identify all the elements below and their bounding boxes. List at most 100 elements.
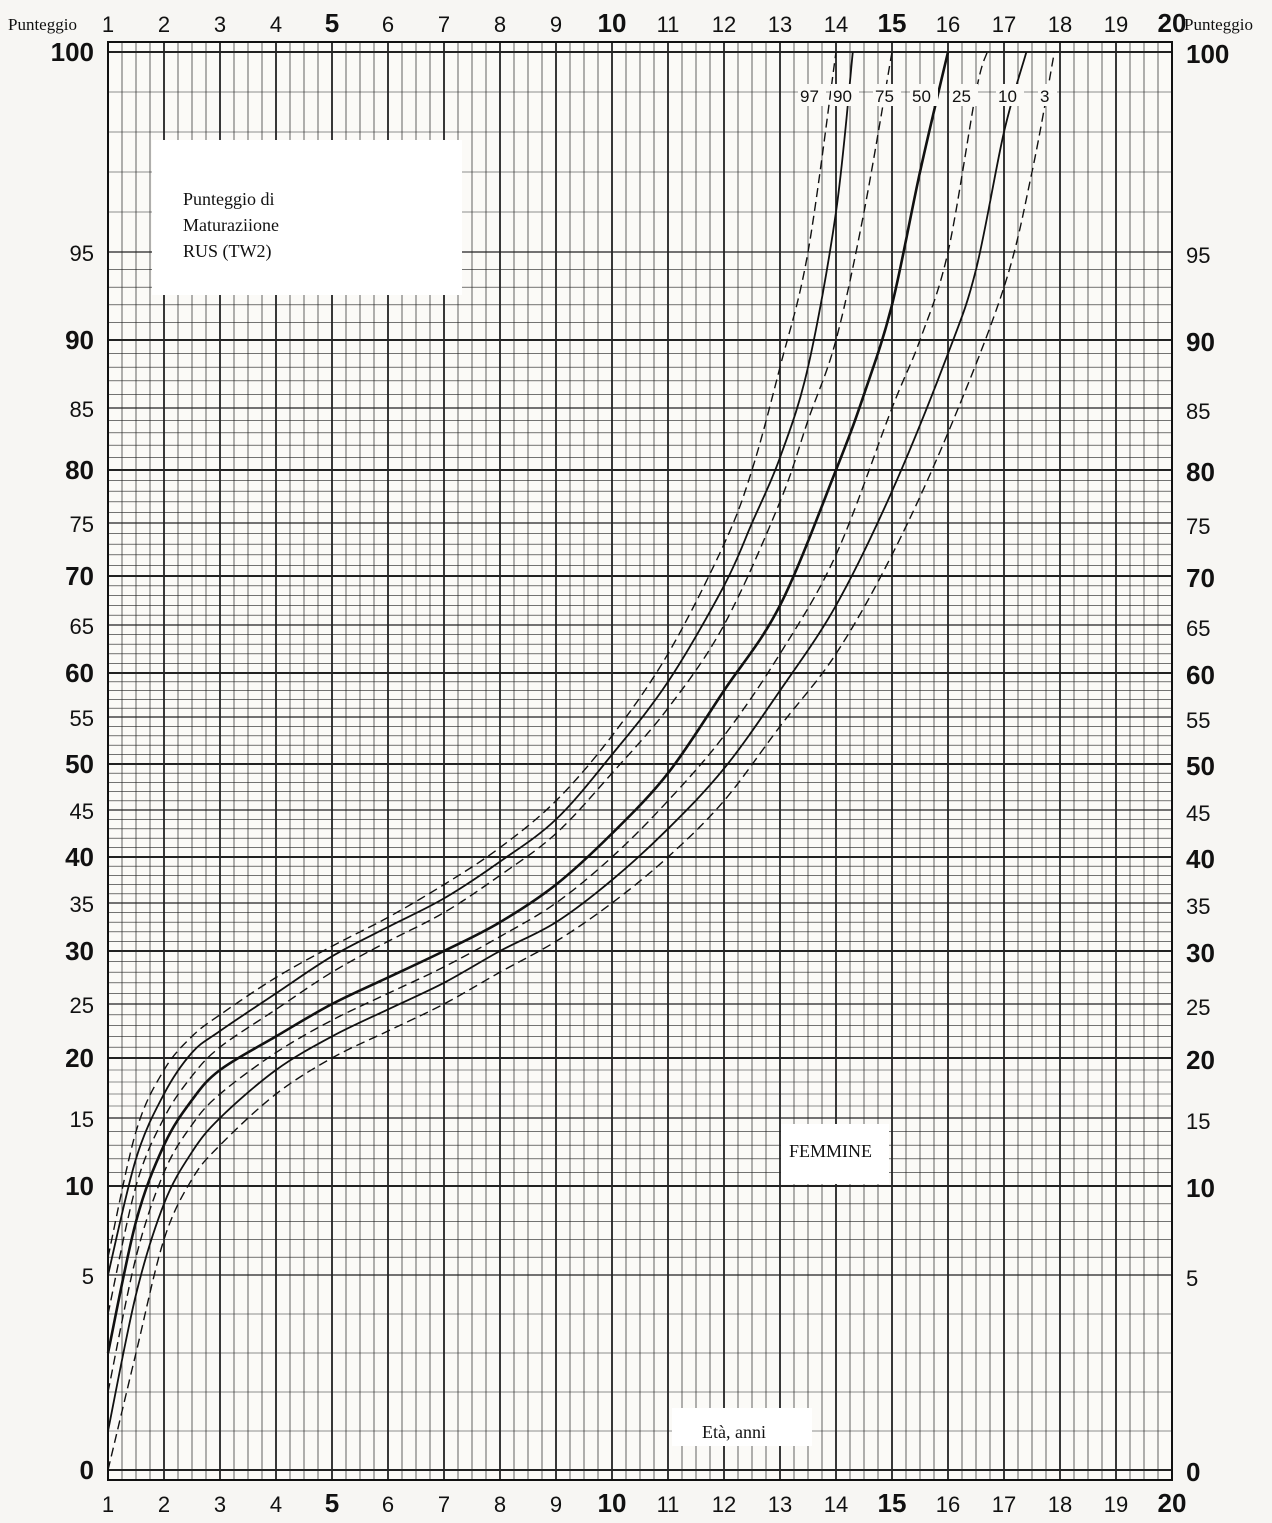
x-tick-label-top: 13 [768,12,792,37]
x-tick-label-bottom: 6 [382,1492,394,1517]
x-tick-label-top: 19 [1104,12,1128,37]
x-tick-label-bottom: 12 [712,1492,736,1517]
y-tick-label-right: 30 [1186,938,1215,968]
y-tick-label-right: 100 [1186,39,1229,69]
x-tick-label-top: 15 [878,8,907,38]
y-tick-label-left: 15 [70,1107,94,1132]
series-label-p90: 90 [833,87,852,106]
series-line-p75 [107,51,893,1315]
x-tick-label-bottom: 7 [438,1492,450,1517]
y-tick-label-left: 40 [65,842,94,872]
series-label-p10: 10 [998,87,1017,106]
x-tick-label-bottom: 5 [325,1488,339,1518]
y-tick-label-left: 45 [70,799,94,824]
y-tick-label-right: 20 [1186,1045,1215,1075]
x-tick-label-top: 16 [936,12,960,37]
y-tick-label-left: 25 [70,993,94,1018]
y-tick-label-right: 60 [1186,660,1215,690]
x-tick-label-bottom: 8 [494,1492,506,1517]
group-label-box: FEMMINE [781,1124,889,1184]
x-tick-label-top: 1 [102,12,114,37]
y-tick-label-right: 95 [1186,243,1210,268]
chart-title-line-2: Maturaziione [183,215,279,235]
x-tick-label-bottom: 20 [1158,1488,1187,1518]
y-tick-label-left: 95 [70,241,94,266]
x-tick-label-bottom: 16 [936,1492,960,1517]
y-tick-label-left: 100 [51,37,94,67]
x-tick-label-top: 20 [1158,8,1187,38]
y-tick-label-right: 50 [1186,751,1215,781]
x-tick-label-top: 4 [270,12,282,37]
percentile-labels: 97 90 75 50 25 10 3 [798,84,1057,106]
y-tick-label-right: 85 [1186,399,1210,424]
series-line-p3 [107,51,1056,1471]
series-label-p75: 75 [875,87,894,106]
x-tick-label-top: 18 [1048,12,1072,37]
y-tick-label-right: 75 [1186,514,1210,539]
x-tick-label-bottom: 11 [657,1492,680,1517]
x-tick-label-bottom: 10 [598,1488,627,1518]
y-tick-label-left: 80 [65,455,94,485]
y-tick-label-left: 85 [70,397,94,422]
x-tick-label-bottom: 17 [992,1492,1016,1517]
y-tick-label-right: 40 [1186,844,1215,874]
y-tick-label-right: 0 [1186,1457,1200,1487]
x-tick-label-top: 12 [712,12,736,37]
series-label-p3: 3 [1040,87,1049,106]
y-axis-label-right: Punteggio [1184,15,1253,34]
y-tick-label-right: 25 [1186,995,1210,1020]
y-tick-label-right: 45 [1186,801,1210,826]
chart-title-line-3: RUS (TW2) [183,241,272,262]
series-line-p97 [107,51,837,1258]
y-tick-label-right: 65 [1186,616,1210,641]
x-tick-label-top: 8 [494,12,506,37]
y-tick-label-right: 90 [1186,327,1215,357]
y-tick-label-left: 10 [65,1171,94,1201]
x-tick-label-bottom: 2 [158,1492,170,1517]
x-tick-label-top: 7 [438,12,450,37]
grid [107,41,1173,1481]
y-tick-label-left: 65 [70,614,94,639]
axes: 1122334455667788991010111112121313141415… [51,8,1230,1518]
series-label-p50: 50 [912,87,931,106]
y-tick-label-left: 70 [65,561,94,591]
y-tick-label-left: 50 [65,749,94,779]
series-line-p90 [107,51,854,1276]
group-label: FEMMINE [789,1141,872,1161]
y-tick-label-right: 80 [1186,457,1215,487]
plot-border [107,41,1173,1481]
y-tick-label-left: 75 [70,512,94,537]
x-tick-label-bottom: 4 [270,1492,282,1517]
y-tick-label-right: 10 [1186,1173,1215,1203]
y-tick-label-left: 60 [65,658,94,688]
x-tick-label-bottom: 1 [102,1492,114,1517]
y-tick-label-right: 5 [1186,1266,1198,1291]
series-label-p25: 25 [952,87,971,106]
series-label-p97: 97 [800,87,819,106]
title-box: Punteggio di Maturaziione RUS (TW2) [152,140,462,295]
y-tick-label-left: 0 [80,1455,94,1485]
y-tick-label-right: 35 [1186,894,1210,919]
y-tick-label-left: 90 [65,325,94,355]
y-axis-label-left: Punteggio [8,15,77,34]
x-tick-label-top: 3 [214,12,226,37]
y-tick-label-right: 55 [1186,708,1210,733]
x-tick-label-bottom: 18 [1048,1492,1072,1517]
y-tick-label-right: 15 [1186,1109,1210,1134]
chart-title-line-1: Punteggio di [183,189,275,209]
x-tick-label-top: 5 [325,8,339,38]
x-tick-label-top: 11 [657,12,680,37]
x-tick-label-bottom: 19 [1104,1492,1128,1517]
x-tick-label-top: 17 [992,12,1016,37]
x-tick-label-top: 9 [550,12,562,37]
x-tick-label-bottom: 9 [550,1492,562,1517]
x-tick-label-bottom: 3 [214,1492,226,1517]
y-tick-label-right: 70 [1186,563,1215,593]
series-line-p25 [107,51,988,1393]
y-tick-label-left: 5 [82,1264,94,1289]
x-tick-label-top: 10 [598,8,627,38]
percentile-curves [106,51,1056,1471]
x-axis-label-box: Età, anni [672,1408,812,1446]
